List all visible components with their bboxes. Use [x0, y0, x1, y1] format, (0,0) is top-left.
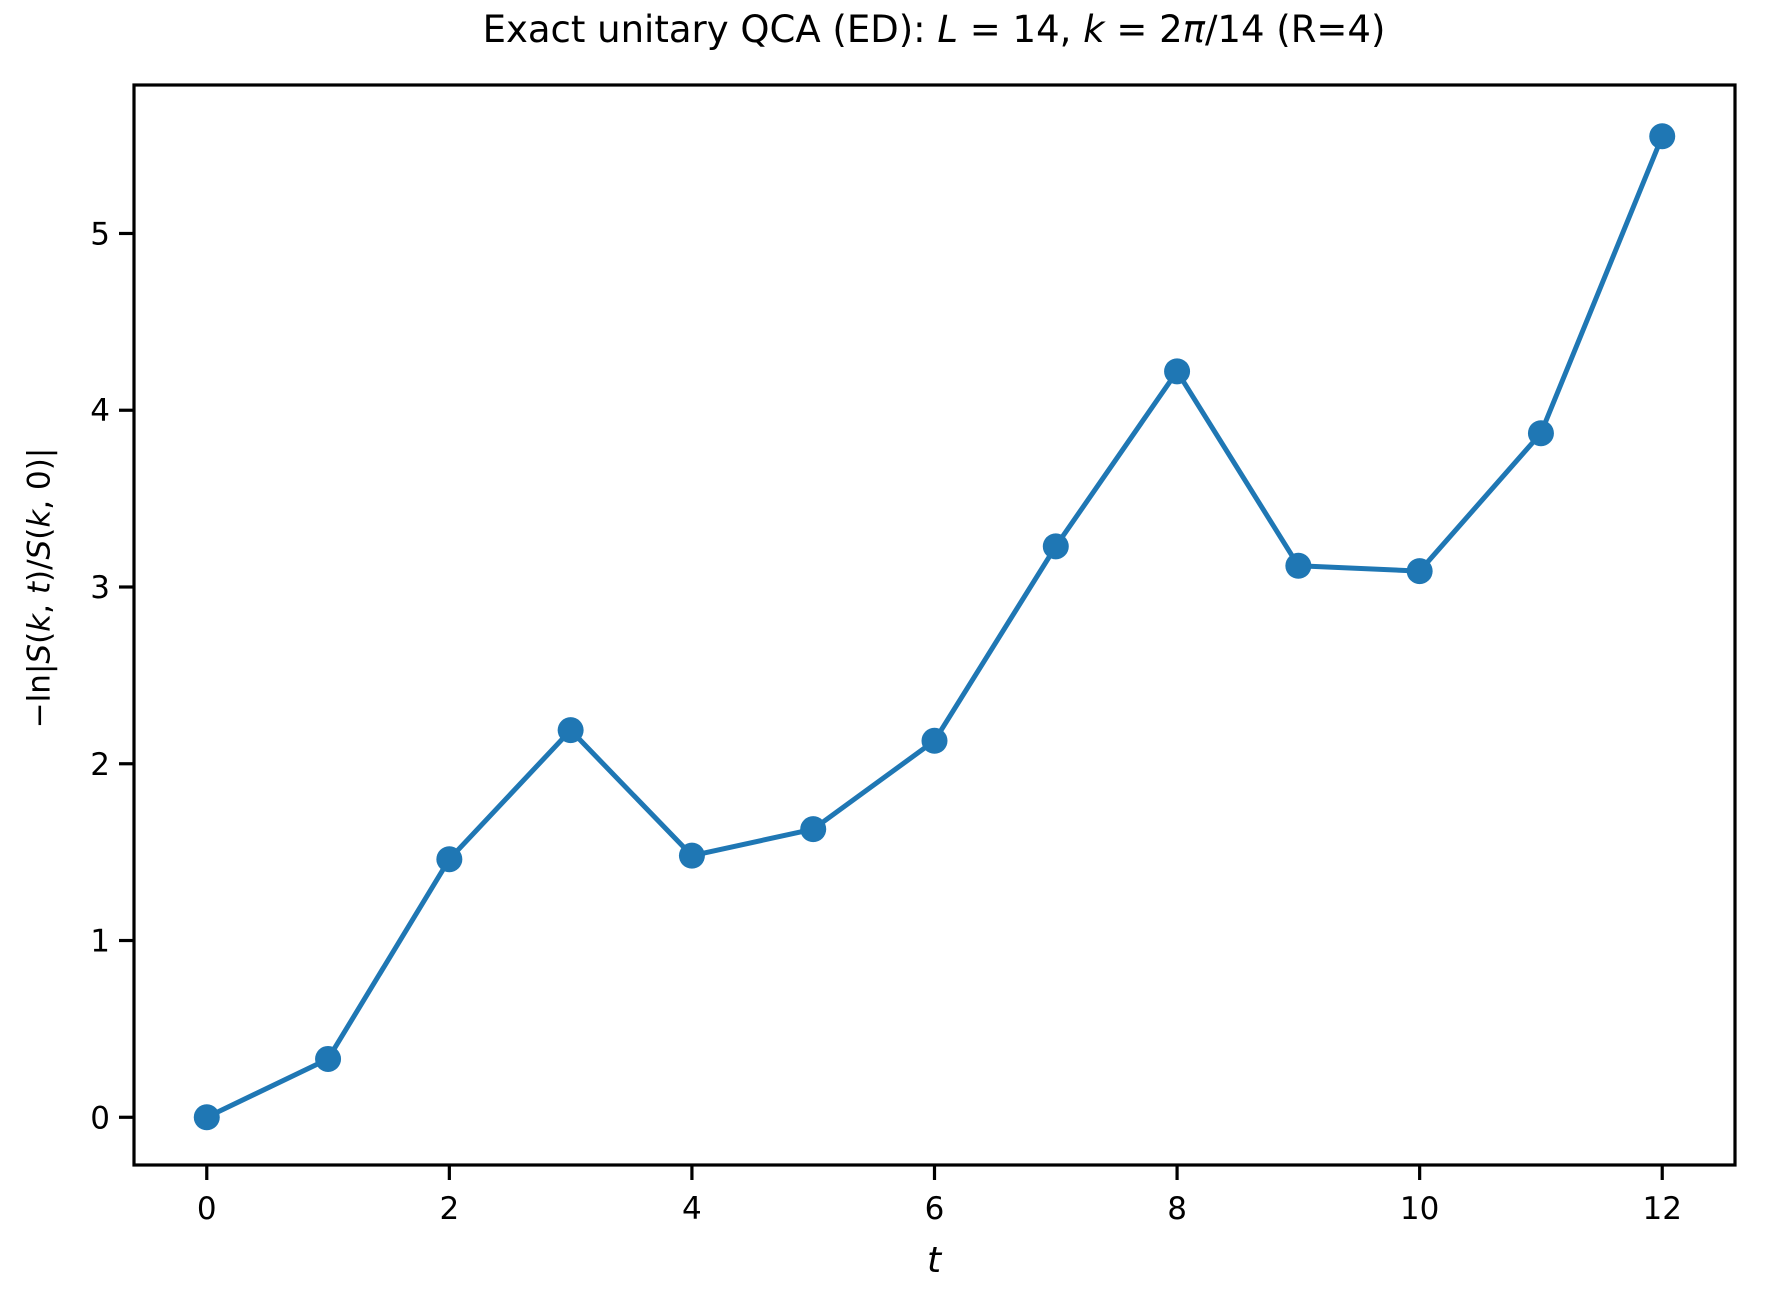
y-tick-label: 4: [90, 393, 110, 429]
y-tick-label: 2: [90, 747, 110, 783]
data-point: [1285, 552, 1312, 579]
y-axis-label: −ln|S(k, t)/S(k, 0)|: [21, 447, 58, 729]
data-point: [436, 846, 463, 873]
x-tick-label: 0: [197, 1191, 217, 1227]
chart-title: Exact unitary QCA (ED): L = 14, k = 2π/1…: [483, 8, 1386, 52]
text-segment: S: [21, 539, 58, 560]
x-tick-label: 12: [1643, 1191, 1682, 1227]
text-segment: Exact unitary QCA (ED):: [482, 8, 938, 51]
y-tick-label: 1: [90, 924, 110, 960]
text-segment: t: [21, 581, 58, 595]
data-point: [1527, 420, 1554, 447]
text-segment: π: [1182, 8, 1205, 51]
data-point: [1042, 533, 1069, 560]
text-segment: ,: [21, 594, 58, 614]
data-point: [921, 727, 948, 754]
text-segment: = 14,: [958, 8, 1084, 51]
text-segment: (: [21, 631, 58, 644]
x-tick-label: 2: [439, 1191, 459, 1227]
text-segment: k: [21, 613, 58, 632]
data-point: [1649, 123, 1676, 150]
text-segment: k: [1083, 8, 1105, 51]
text-segment: S: [21, 643, 58, 664]
data-point: [1406, 558, 1433, 585]
axes-frame: [132, 83, 1737, 1167]
y-tick-label: 5: [90, 216, 110, 252]
data-point: [1164, 358, 1191, 385]
x-axis-label: t: [927, 1243, 941, 1279]
data-point: [193, 1104, 220, 1131]
data-point: [557, 717, 584, 744]
data-line: [204, 133, 1665, 1120]
x-tick-label: 10: [1400, 1191, 1439, 1227]
text-segment: /14 (R=4): [1204, 8, 1386, 51]
x-tick-label: 8: [1167, 1191, 1187, 1227]
text-segment: k: [21, 509, 58, 528]
x-tick-label: 4: [682, 1191, 702, 1227]
text-segment: t: [926, 1240, 942, 1281]
data-point: [315, 1045, 342, 1072]
text-segment: (: [21, 527, 58, 540]
x-tick-label: 6: [925, 1191, 945, 1227]
y-tick-label: 3: [90, 570, 110, 606]
text-segment: L: [937, 8, 959, 51]
data-point: [800, 816, 827, 843]
text-segment: , 0)|: [21, 447, 58, 510]
y-tick-label: 0: [90, 1100, 110, 1136]
data-point: [678, 842, 705, 869]
text-segment: )/: [21, 559, 58, 582]
text-segment: = 2: [1104, 8, 1183, 51]
text-segment: −ln|: [21, 663, 58, 729]
